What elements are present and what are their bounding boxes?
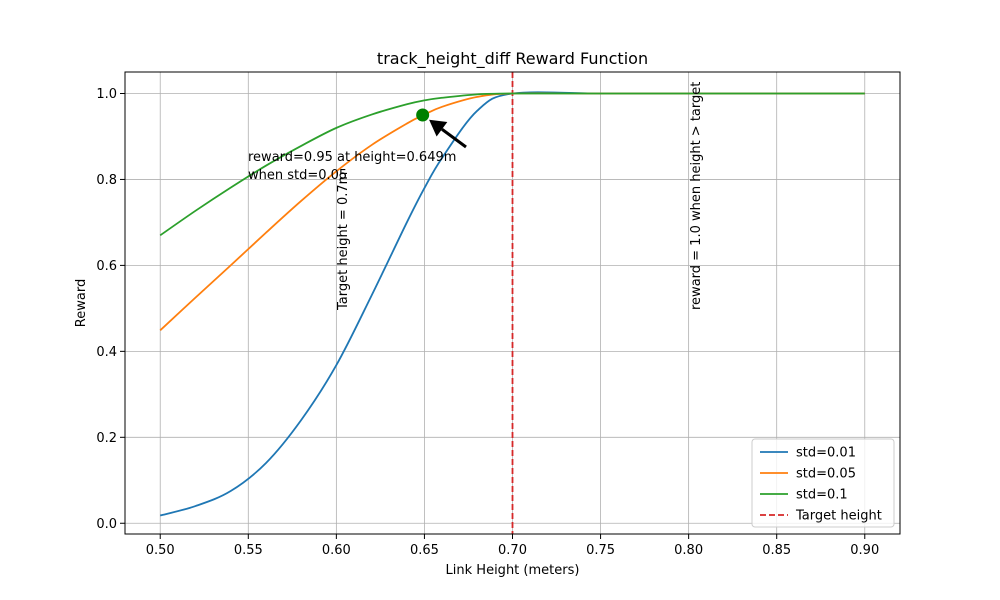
x-axis-label: Link Height (meters): [446, 563, 580, 578]
target-height-annotation: Target height = 0.7m: [336, 172, 351, 311]
chart-title: track_height_diff Reward Function: [377, 49, 648, 69]
x-tick-label: 0.60: [322, 543, 351, 558]
point-annotation-line1: reward=0.95 at height=0.649m: [248, 150, 456, 165]
x-tick-label: 0.90: [850, 543, 879, 558]
annotation-group: reward=0.95 at height=0.649m when std=0.0…: [248, 82, 704, 311]
annotation-arrow-head: [429, 119, 448, 137]
annotation-arrow-shaft: [441, 128, 467, 149]
y-tick-label: 0.8: [96, 173, 117, 188]
legend: std=0.01 std=0.05 std=0.1 Target height: [751, 438, 895, 528]
point-annotation-line2: when std=0.05: [248, 168, 347, 183]
above-target-annotation: reward = 1.0 when height > target: [689, 82, 704, 310]
x-tick-label: 0.65: [410, 543, 439, 558]
y-axis-label: Reward: [74, 279, 89, 327]
x-tick-label: 0.55: [234, 543, 263, 558]
y-tick-label: 0.2: [96, 431, 117, 446]
y-tick-label: 1.0: [96, 87, 117, 102]
legend-label-std-0-1: std=0.1: [796, 488, 848, 503]
legend-label-std-0-01: std=0.01: [796, 446, 856, 461]
x-tick-label: 0.75: [586, 543, 615, 558]
ticks: 0.50 0.55 0.60 0.65 0.70 0.75 0.80 0.85 0.90 0.0 0…: [96, 87, 879, 558]
x-tick-label: 0.50: [146, 543, 175, 558]
y-tick-label: 0.4: [96, 345, 117, 360]
x-tick-label: 0.85: [762, 543, 791, 558]
y-tick-label: 0.0: [96, 517, 117, 532]
highlight-point: [416, 108, 430, 122]
legend-box: [751, 438, 895, 528]
legend-label-std-0-05: std=0.05: [796, 467, 856, 482]
x-tick-label: 0.70: [498, 543, 527, 558]
series-line-std-0-1: [159, 92, 865, 237]
legend-label-Target-height: Target height: [795, 509, 882, 524]
x-tick-label: 0.80: [674, 543, 703, 558]
y-tick-label: 0.6: [96, 259, 117, 274]
